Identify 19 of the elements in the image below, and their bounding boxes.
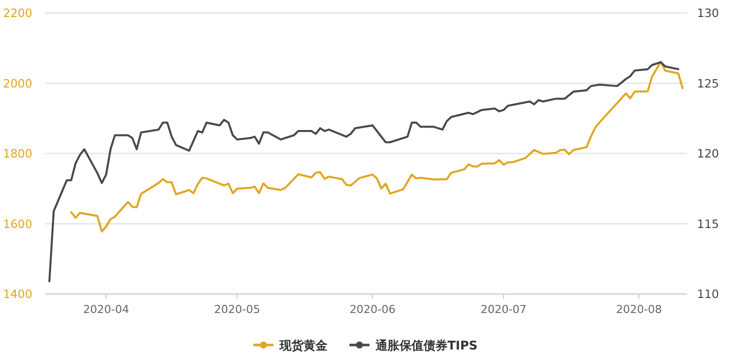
x-tick-label: 2020-05 xyxy=(214,303,260,316)
line-series xyxy=(48,61,680,282)
y-tick-label: 1600 xyxy=(3,216,32,231)
x-tick-label: 2020-07 xyxy=(480,303,527,316)
legend-label: 现货黄金 xyxy=(278,338,328,352)
y2-tick-label: 115 xyxy=(697,216,719,231)
y2-tick-label: 110 xyxy=(697,287,719,301)
y2-tick-label: 130 xyxy=(697,6,719,20)
y-tick-label: 2200 xyxy=(3,6,32,20)
y-tick-label: 2000 xyxy=(3,76,32,90)
x-tick-label: 2020-08 xyxy=(616,303,662,316)
y-tick-label: 1800 xyxy=(3,146,32,160)
y2-tick-label: 125 xyxy=(697,76,719,90)
y2-tick-label: 120 xyxy=(697,146,719,160)
x-tick-label: 2020-04 xyxy=(83,303,130,316)
line-series xyxy=(70,60,684,232)
y-tick-label: 1400 xyxy=(3,287,32,301)
x-tick-label: 2020-06 xyxy=(350,303,396,316)
legend-label: 通胀保值债券TIPS xyxy=(374,338,478,352)
